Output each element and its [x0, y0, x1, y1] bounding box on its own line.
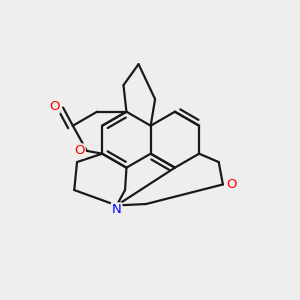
Text: N: N: [112, 203, 122, 216]
Text: O: O: [226, 178, 237, 191]
Text: O: O: [74, 144, 85, 158]
Text: O: O: [49, 100, 59, 112]
